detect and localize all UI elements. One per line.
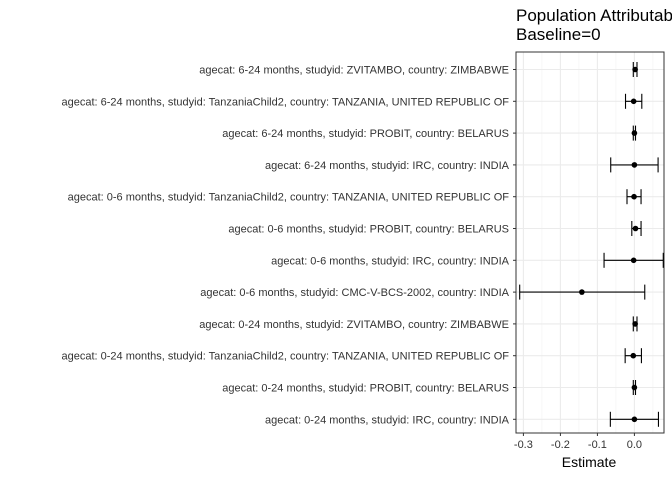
plot-rows: agecat: 6-24 months, studyid: ZVITAMBO, … [61, 62, 664, 427]
y-tick-label: agecat: 6-24 months, studyid: IRC, count… [265, 160, 510, 172]
y-tick-label: agecat: 6-24 months, studyid: TanzaniaCh… [61, 96, 509, 108]
x-tick-label: -0.2 [551, 439, 570, 451]
estimate-point [631, 384, 638, 391]
y-tick-label: agecat: 0-24 months, studyid: ZVITAMBO, … [199, 319, 509, 331]
y-tick-label: agecat: 0-6 months, studyid: CMC-V-BCS-2… [200, 287, 509, 299]
x-tick-label: -0.3 [514, 439, 533, 451]
x-tick-label: -0.1 [588, 439, 607, 451]
estimate-point [630, 98, 637, 105]
y-tick-label: agecat: 6-24 months, studyid: PROBIT, co… [222, 128, 509, 140]
plot-panel [515, 51, 665, 434]
x-axis-label: Estimate [562, 454, 617, 470]
y-tick-label: agecat: 0-6 months, studyid: IRC, countr… [271, 255, 509, 267]
y-tick-label: agecat: 0-6 months, studyid: PROBIT, cou… [228, 224, 509, 236]
y-tick-label: agecat: 0-24 months, studyid: PROBIT, co… [222, 383, 509, 395]
panel-background [516, 52, 664, 433]
estimate-point [631, 130, 638, 136]
estimate-point [632, 66, 638, 73]
estimate-point [630, 257, 637, 264]
estimate-point [579, 289, 585, 295]
estimate-point [630, 352, 637, 359]
estimate-point [631, 162, 638, 168]
estimate-point [631, 416, 638, 423]
y-tick-label: agecat: 0-24 months, studyid: IRC, count… [265, 414, 510, 426]
estimate-point [632, 321, 638, 327]
chart-title-line-1: Population Attributable [516, 6, 672, 25]
x-tick-label: 0.0 [627, 439, 642, 451]
chart-title-line-2: Baseline=0 [516, 25, 601, 44]
y-tick-label: agecat: 0-24 months, studyid: TanzaniaCh… [61, 351, 509, 363]
y-tick-label: agecat: 0-6 months, studyid: TanzaniaChi… [68, 192, 510, 204]
x-axis: -0.3 -0.2 -0.1 0.0 [514, 433, 642, 451]
panel-border [515, 51, 665, 434]
y-tick-label: agecat: 6-24 months, studyid: ZVITAMBO, … [199, 65, 509, 77]
estimate-point [631, 193, 637, 200]
estimate-point [632, 225, 639, 232]
